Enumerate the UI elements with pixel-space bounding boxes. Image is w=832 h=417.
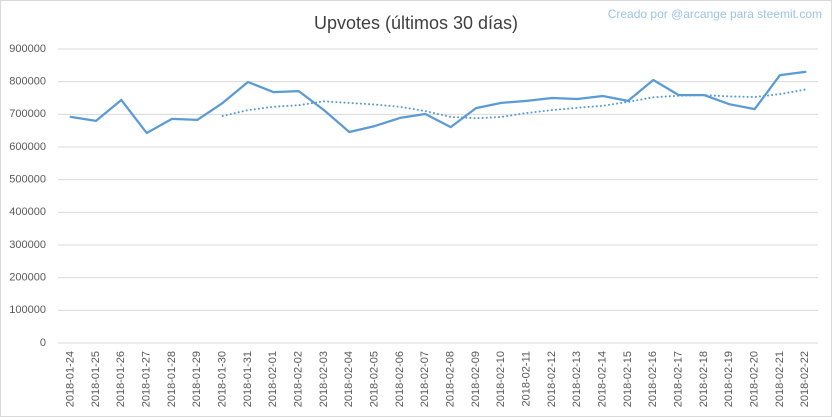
x-tick-label: 2018-02-16 <box>647 351 659 407</box>
x-tick-label: 2018-01-26 <box>115 351 127 407</box>
x-tick-label: 2018-01-31 <box>242 351 254 407</box>
x-tick-label: 2018-02-06 <box>394 351 406 407</box>
x-tick-label: 2018-02-22 <box>799 351 811 407</box>
y-tick-label: 0 <box>40 337 46 349</box>
x-tick-label: 2018-02-01 <box>267 351 279 407</box>
x-tick-label: 2018-01-29 <box>191 351 203 407</box>
y-tick-label: 200000 <box>9 272 46 284</box>
x-tick-label: 2018-01-25 <box>90 351 102 407</box>
y-tick-label: 700000 <box>9 108 46 120</box>
chart-title: Upvotes (últimos 30 días) <box>314 13 518 33</box>
x-tick-label: 2018-02-17 <box>673 351 685 407</box>
x-tick-label: 2018-02-11 <box>521 351 533 406</box>
y-tick-label: 100000 <box>9 304 46 316</box>
x-tick-label: 2018-02-21 <box>774 351 786 407</box>
x-tick-label: 2018-02-07 <box>419 351 431 407</box>
x-tick-label: 2018-02-15 <box>622 351 634 407</box>
x-tick-label: 2018-02-08 <box>445 351 457 407</box>
x-tick-label: 2018-02-05 <box>369 351 381 407</box>
credit: Creado por @arcange para steemit.com <box>608 7 822 21</box>
x-tick-label: 2018-01-30 <box>217 351 229 407</box>
x-tick-label: 2018-02-09 <box>470 351 482 407</box>
x-tick-label: 2018-01-28 <box>166 351 178 407</box>
x-tick-label: 2018-02-18 <box>698 351 710 407</box>
x-tick-label: 2018-02-04 <box>343 351 355 407</box>
y-tick-label: 800000 <box>9 76 46 88</box>
x-tick-label: 2018-02-03 <box>318 351 330 407</box>
trend-line <box>221 88 807 120</box>
x-tick-label: 2018-02-13 <box>571 351 583 407</box>
y-tick-label: 600000 <box>9 141 46 153</box>
y-tick-label: 300000 <box>9 239 46 251</box>
x-tick-label: 2018-02-12 <box>546 351 558 407</box>
y-tick-label: 400000 <box>9 206 46 218</box>
x-tick-label: 2018-02-20 <box>749 351 761 407</box>
x-tick-label: 2018-01-24 <box>65 351 77 407</box>
x-tick-label: 2018-02-10 <box>495 351 507 407</box>
x-tick-label: 2018-02-14 <box>597 351 609 407</box>
y-tick-label: 900000 <box>9 43 46 55</box>
x-tick-label: 2018-02-02 <box>293 351 305 407</box>
x-tick-label: 2018-01-27 <box>141 351 153 407</box>
x-tick-label: 2018-02-19 <box>723 351 735 407</box>
y-tick-label: 500000 <box>9 174 46 186</box>
